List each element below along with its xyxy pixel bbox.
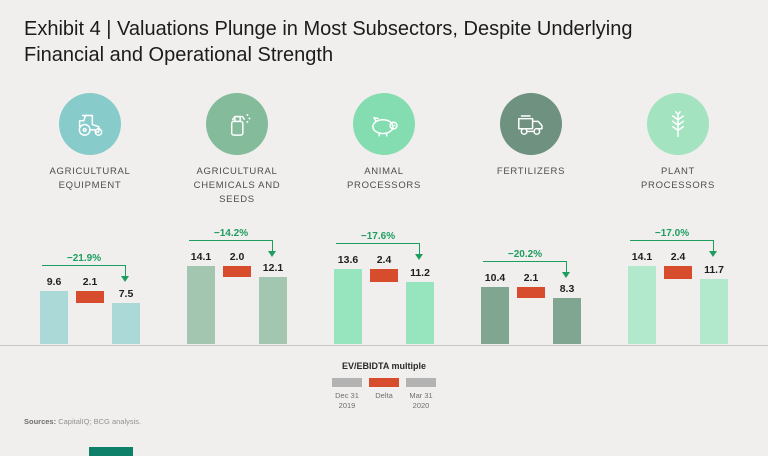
pct-change-arrow [121,275,129,282]
sources-note: Sources: CapitalIQ; BCG analysis. [24,417,141,426]
pct-change-arrow [562,271,570,278]
pct-change-label: −20.2% [507,248,543,260]
mar31-bar [259,277,287,344]
subsector-column: AGRICULTURAL EQUIPMENT −21.9% 9.6 2.1 7.… [20,92,160,344]
sources-label: Sources: [24,417,57,426]
subsector-icon-circle [206,92,268,155]
subsector-icon-circle [647,92,709,155]
mar31-bar [112,302,140,344]
subsector-icon-circle [59,92,121,155]
pct-change-drop [419,243,420,254]
legend-item: Mar 31 2020 [404,377,438,411]
pct-change-line [630,240,714,242]
delta-bar [223,266,251,278]
dec31-value: 13.6 [337,253,359,266]
legend-item: Dec 31 2019 [330,377,364,411]
legend-title: EV/EBIDTA multiple [341,360,426,371]
wheat-icon [671,110,685,137]
dec31-value: 10.4 [484,271,506,284]
delta-value: 2.1 [523,271,539,284]
mar31-bar [700,279,728,344]
dec31-value: 14.1 [190,251,212,264]
sources-text: CapitalIQ; BCG analysis. [56,417,142,426]
legend-swatch [369,377,399,387]
legend-swatch [332,377,362,387]
delta-bar [664,266,692,280]
subsector-icon-circle [353,92,415,155]
delta-value: 2.1 [82,275,98,288]
mar31-bar [406,282,434,344]
subsector-icon-circle [500,92,562,155]
pct-change-line [42,264,126,266]
legend-item: Delta [367,377,401,411]
tractor-icon [78,114,103,136]
dec31-bar [334,268,362,344]
page-title: Exhibit 4 | Valuations Plunge in Most Su… [24,18,633,67]
bottom-accent-bar [89,447,133,456]
subsector-column: PLANT PROCESSORS −17.0% 14.1 2.4 11.7 [608,92,748,344]
chart-columns: AGRICULTURAL EQUIPMENT −21.9% 9.6 2.1 7.… [0,92,768,344]
delta-value: 2.0 [229,251,245,264]
dec31-bar [187,266,215,344]
dec31-value: 14.1 [631,251,653,264]
legend: EV/EBIDTA multiple Dec 31 2019 Delta Mar… [0,361,768,411]
legend-label: Delta [375,390,393,400]
bar-chart: −17.0% 14.1 2.4 11.7 [628,213,728,344]
pct-change-arrow [709,251,717,258]
pct-change-arrow [268,251,276,258]
spray-bottle-icon [230,113,251,136]
pig-icon [372,116,398,137]
baseline-divider [0,345,768,346]
pct-change-line [483,260,567,262]
pct-change-label: −17.6% [360,230,396,242]
subsector-column: FERTILIZERS −20.2% 10.4 2.1 8.3 [461,92,601,344]
subsector-label: AGRICULTURAL CHEMICALS AND SEEDS [193,165,281,206]
mar31-value: 8.3 [559,283,575,296]
bar-chart: −14.2% 14.1 2.0 12.1 [187,213,287,344]
pct-change-line [336,242,420,244]
mar31-value: 11.7 [704,264,724,277]
pct-change-label: −17.0% [654,228,690,240]
mar31-value: 7.5 [118,287,134,300]
delta-value: 2.4 [376,253,392,266]
pct-change-drop [272,241,273,252]
dec31-value: 9.6 [46,275,62,288]
pct-change-label: −21.9% [66,252,102,264]
dec31-bar [481,286,509,344]
subsector-label: AGRICULTURAL EQUIPMENT [49,165,131,192]
subsector-column: AGRICULTURAL CHEMICALS AND SEEDS −14.2% … [167,92,307,344]
delta-bar [517,286,545,299]
pct-change-drop [566,261,567,272]
dec31-bar [40,290,68,344]
pct-change-line [189,240,273,242]
bar-chart: −20.2% 10.4 2.1 8.3 [481,213,581,344]
subsector-label: FERTILIZERS [496,165,566,177]
subsector-column: ANIMAL PROCESSORS −17.6% 13.6 2.4 11.2 [314,92,454,344]
subsector-label: PLANT PROCESSORS [640,165,716,192]
delta-bar [76,290,104,303]
slide: Exhibit 4 | Valuations Plunge in Most Su… [0,18,768,456]
truck-icon [518,115,543,135]
pct-change-arrow [415,253,423,260]
legend-items: Dec 31 2019 Delta Mar 31 2020 [0,377,768,411]
pct-change-drop [713,241,714,252]
pct-change-drop [125,265,126,276]
subsector-label: ANIMAL PROCESSORS [346,165,422,192]
mar31-value: 12.1 [262,262,284,275]
legend-label: Mar 31 2020 [409,390,433,410]
legend-label: Dec 31 2019 [335,390,359,410]
pct-change-label: −14.2% [213,228,249,240]
delta-value: 2.4 [670,251,686,264]
bar-chart: −17.6% 13.6 2.4 11.2 [334,213,434,344]
bar-chart: −21.9% 9.6 2.1 7.5 [40,213,140,344]
dec31-bar [628,266,656,344]
legend-swatch [406,377,436,387]
mar31-value: 11.2 [410,267,430,280]
delta-bar [370,269,398,283]
mar31-bar [553,298,581,344]
